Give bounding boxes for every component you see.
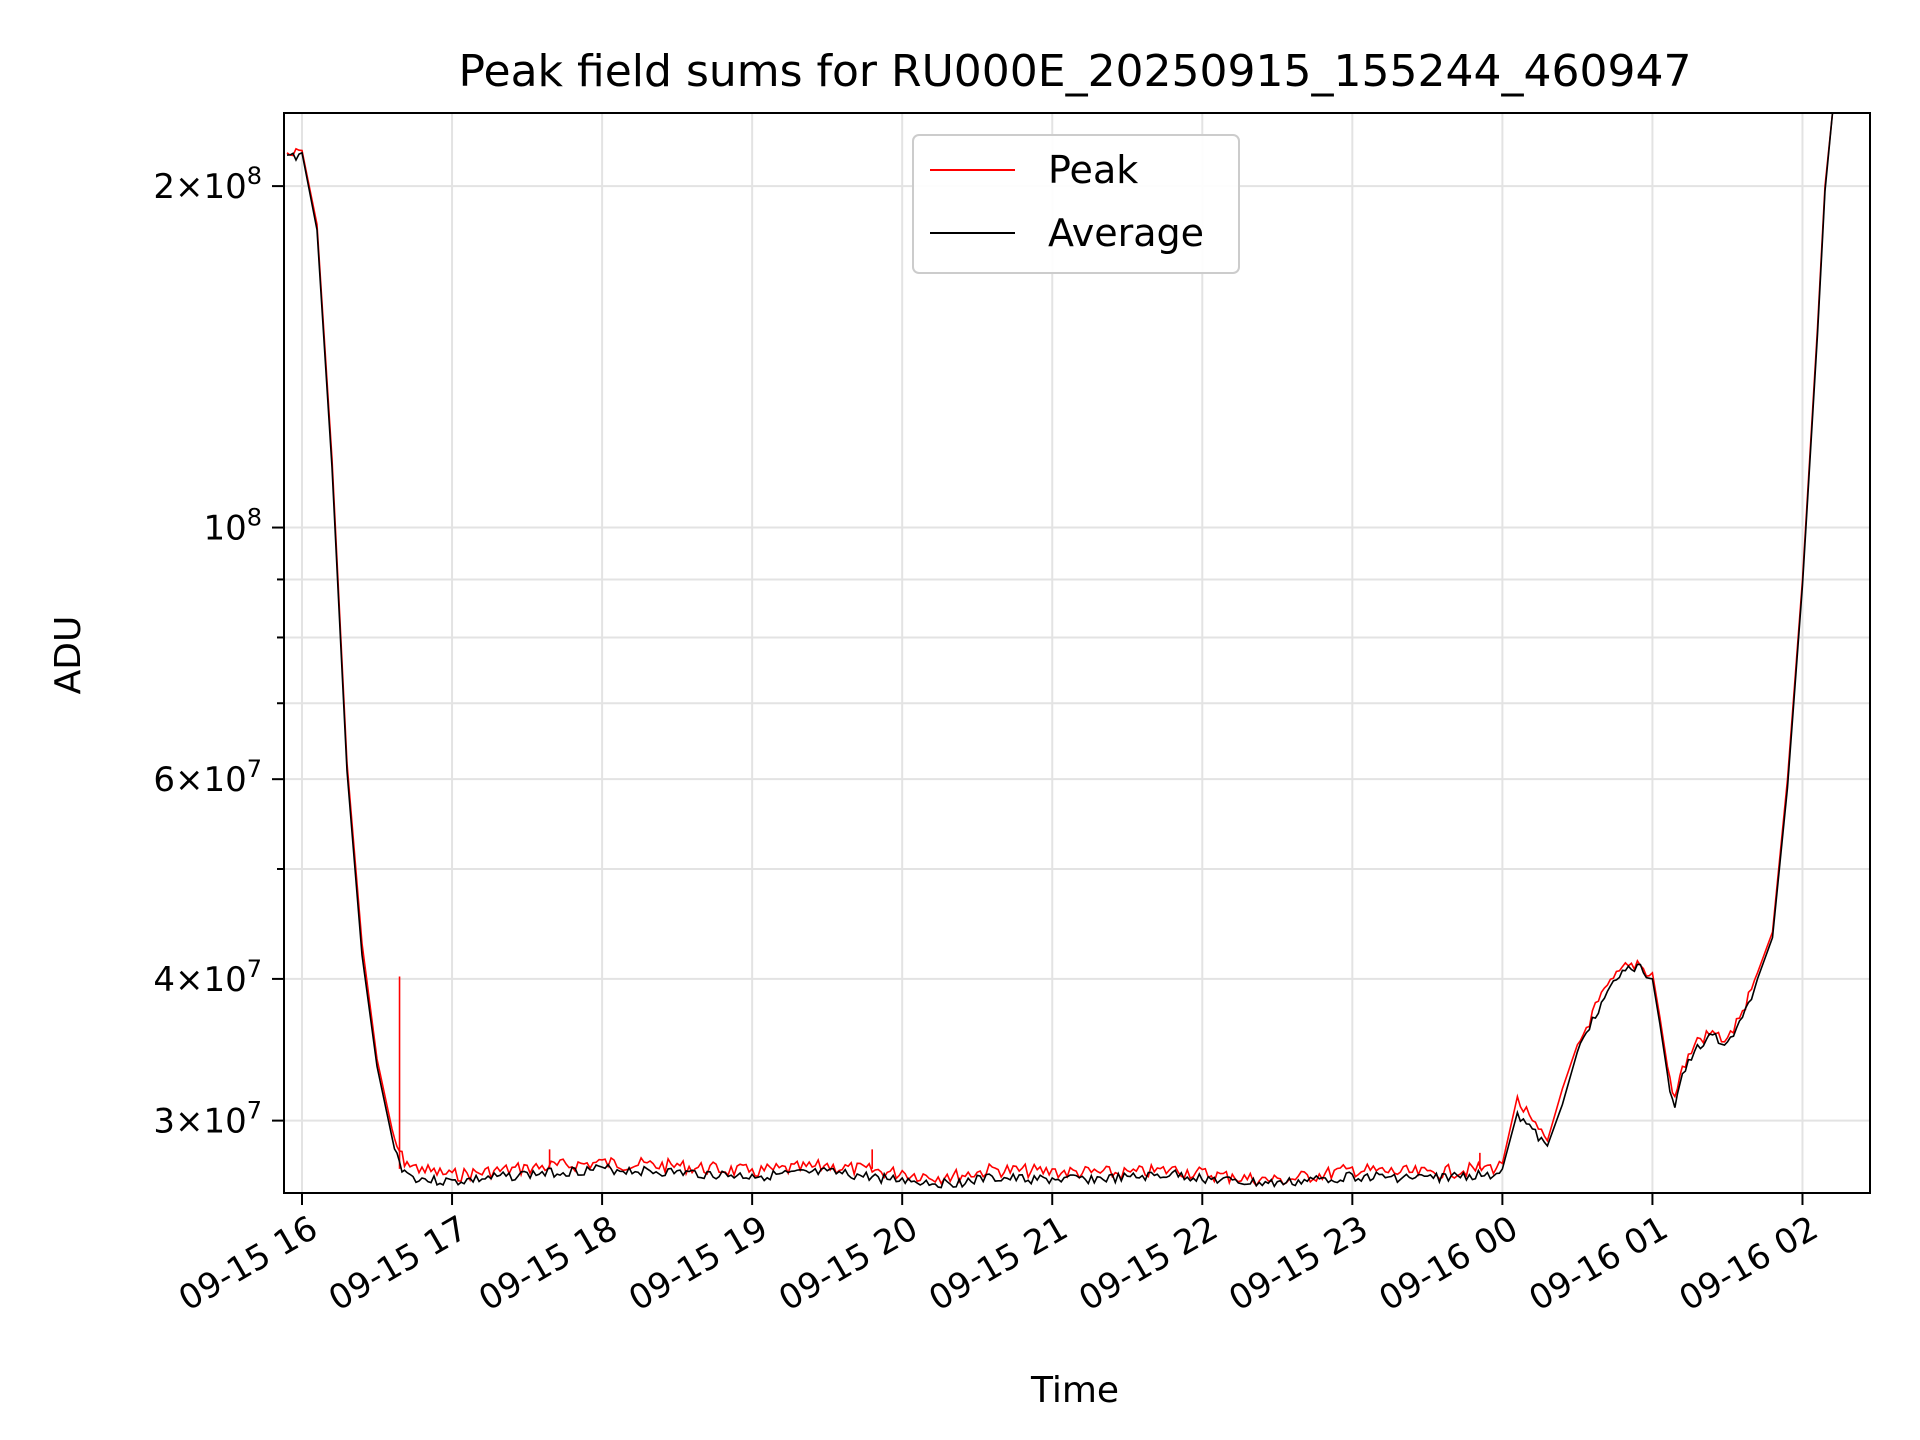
chart-title: Peak field sums for RU000E_20250915_1552… <box>459 46 1692 97</box>
y-tick-label: 2×108 <box>153 162 262 207</box>
peak-series-line <box>286 112 1834 1187</box>
y-tick-label: 6×107 <box>153 755 262 800</box>
legend: Peak Average <box>912 134 1240 274</box>
y-axis-label: ADU <box>48 616 89 695</box>
legend-average-label: Average <box>1048 211 1204 255</box>
grid <box>284 113 1870 1193</box>
average-series-line <box>286 112 1834 1189</box>
plot-data <box>286 112 1834 1189</box>
y-tick-label: 3×107 <box>153 1097 262 1142</box>
y-tick-label: 4×107 <box>153 955 262 1000</box>
x-axis-label: Time <box>1030 1370 1119 1411</box>
legend-peak-label: Peak <box>1048 148 1138 192</box>
peak-series-spikes <box>398 976 1481 1169</box>
plot-frame <box>283 112 1871 1194</box>
y-tick-label: 108 <box>203 504 262 549</box>
